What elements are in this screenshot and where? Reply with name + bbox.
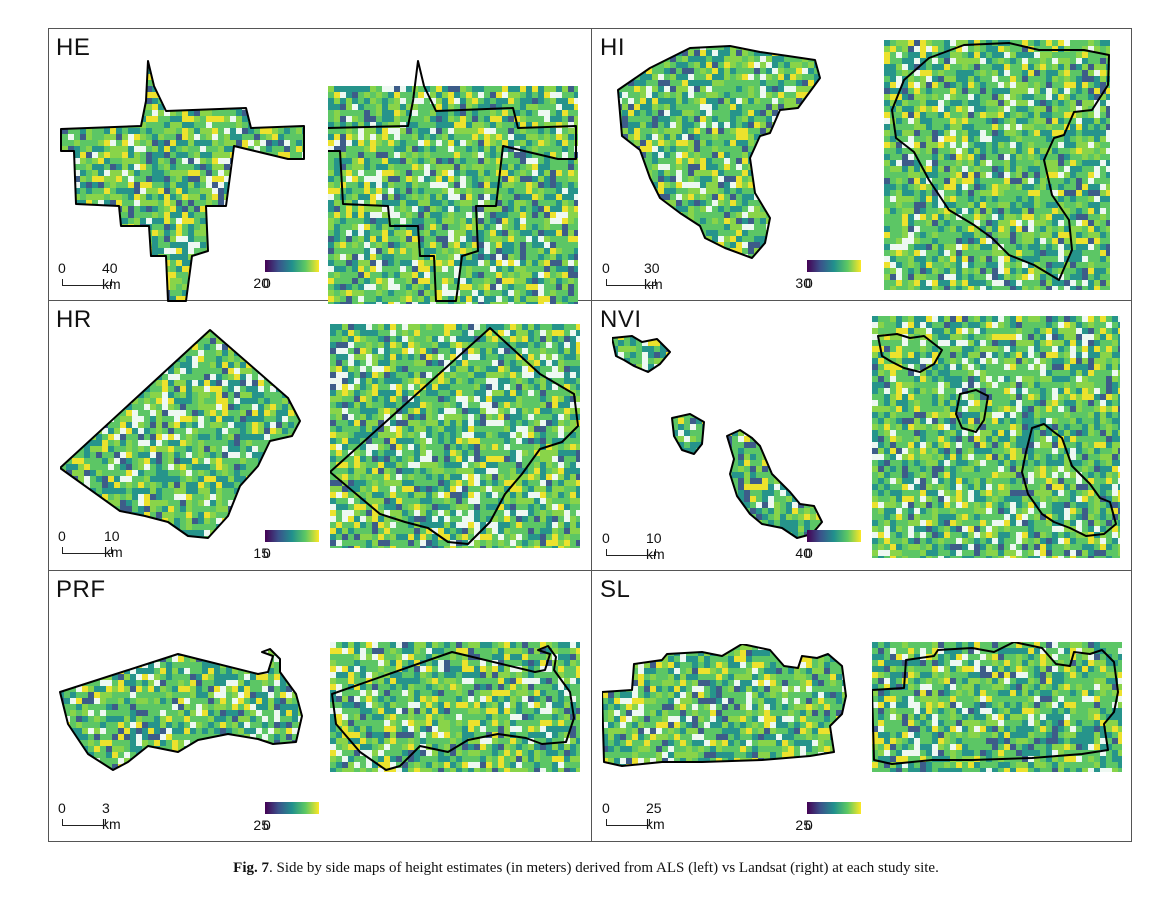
site-boundary	[330, 327, 579, 545]
height-raster	[872, 316, 1120, 558]
map-landsat	[872, 642, 1122, 772]
scale-distance-label: 25 km	[646, 800, 665, 832]
map-als	[60, 329, 301, 539]
scale-bar-line	[606, 819, 650, 826]
colorbar-gradient	[807, 802, 861, 814]
colorbar-max: 40	[795, 545, 811, 561]
map-landsat	[328, 60, 578, 304]
site-label: SL	[600, 576, 631, 603]
height-raster	[330, 324, 580, 548]
height-raster	[330, 642, 580, 772]
panel-hi: HI 0 30 km 0 30	[592, 28, 1132, 300]
map-landsat	[330, 642, 580, 772]
height-raster	[612, 336, 822, 538]
site-boundary	[872, 642, 1119, 765]
scale-zero-label: 0	[602, 260, 610, 276]
colorbar-min: 0	[263, 817, 271, 833]
colorbar-gradient	[265, 530, 319, 542]
site-label: PRF	[56, 576, 106, 603]
height-raster	[328, 86, 578, 304]
height-raster	[872, 642, 1122, 772]
scale-bar-line	[606, 549, 656, 556]
scale-zero-label: 0	[58, 800, 66, 816]
panel-prf: PRF 0 3 km 0 25	[48, 570, 591, 842]
scale-zero-label: 0	[602, 800, 610, 816]
scale-zero-label: 0	[602, 530, 610, 546]
figure-caption: Fig. 7. Side by side maps of height esti…	[0, 860, 1172, 877]
colorbar-max: 15	[253, 545, 269, 561]
height-raster	[884, 40, 1110, 290]
scale-bar-line	[62, 547, 112, 554]
row-divider-1	[48, 300, 1132, 301]
colorbar-min: 0	[805, 275, 813, 291]
colorbar-gradient	[807, 530, 861, 542]
scale-distance-label: 30 km	[644, 260, 663, 292]
site-boundary	[891, 42, 1110, 281]
scale-distance-label: 10 km	[646, 530, 665, 562]
map-als	[617, 45, 821, 259]
site-boundary	[59, 648, 303, 771]
height-raster	[602, 644, 846, 766]
panel-he: HE 0 40 km 0 20	[48, 28, 591, 304]
colorbar-max: 25	[253, 817, 269, 833]
map-als	[602, 644, 847, 767]
panel-hr: HR 0 10 km 0 15	[48, 300, 591, 570]
scale-distance-label: 40 km	[102, 260, 121, 292]
site-boundary	[602, 644, 847, 767]
colorbar-min: 0	[263, 275, 271, 291]
site-boundary	[60, 60, 305, 302]
scale-bar-line	[62, 279, 112, 286]
colorbar-min: 0	[805, 817, 813, 833]
scale-distance-label: 10 km	[104, 528, 123, 560]
figure-frame	[48, 28, 1132, 842]
colorbar-min: 0	[263, 545, 271, 561]
scale-zero-label: 0	[58, 528, 66, 544]
site-label: HI	[600, 34, 625, 61]
scale-bar-line	[606, 279, 656, 286]
site-boundary	[612, 335, 823, 539]
height-raster	[60, 330, 300, 538]
site-boundary	[328, 60, 577, 302]
site-label: HE	[56, 34, 91, 61]
caption-label: Fig. 7	[233, 860, 269, 876]
map-landsat	[884, 40, 1110, 290]
site-boundary	[877, 333, 1117, 537]
colorbar-max: 30	[795, 275, 811, 291]
colorbar-min: 0	[805, 545, 813, 561]
site-boundary	[617, 45, 821, 259]
colorbar-gradient	[265, 802, 319, 814]
map-als	[59, 648, 303, 771]
site-label: HR	[56, 306, 92, 333]
colorbar-max: 20	[253, 275, 269, 291]
scale-distance-label: 3 km	[102, 800, 121, 832]
map-als	[612, 335, 823, 539]
site-label: NVI	[600, 306, 642, 333]
map-landsat	[330, 324, 580, 548]
caption-text: . Side by side maps of height estimates …	[269, 860, 939, 876]
colorbar-gradient	[807, 260, 861, 272]
panel-nvi: NVI 0 10 km 0 40	[592, 300, 1132, 570]
panel-sl: SL 0 25 km 0 25	[592, 570, 1132, 842]
scale-zero-label: 0	[58, 260, 66, 276]
map-landsat	[872, 316, 1120, 558]
colorbar-max: 25	[795, 817, 811, 833]
column-divider	[591, 28, 592, 842]
colorbar-gradient	[265, 260, 319, 272]
map-als	[60, 60, 305, 302]
site-boundary	[331, 645, 575, 771]
site-boundary	[60, 329, 301, 539]
scale-bar-line	[62, 819, 106, 826]
height-raster	[60, 649, 302, 770]
row-divider-2	[48, 570, 1132, 571]
